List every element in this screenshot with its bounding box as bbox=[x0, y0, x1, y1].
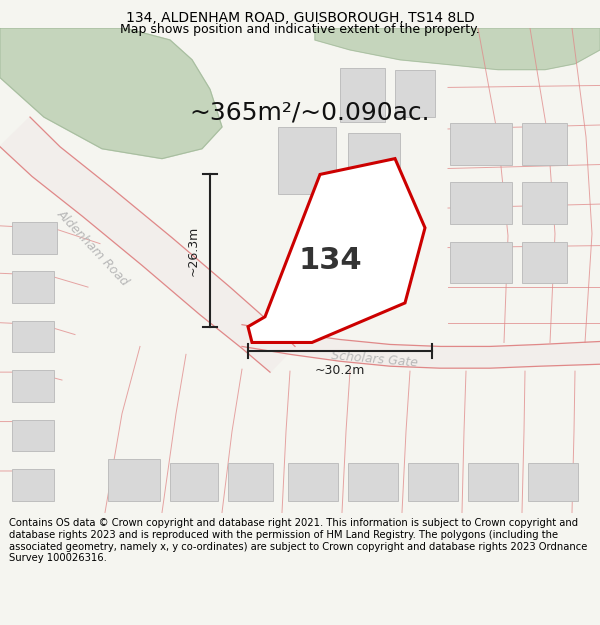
Bar bbox=[522, 242, 567, 283]
Text: Aldenham Road: Aldenham Road bbox=[55, 207, 131, 288]
Text: ~26.3m: ~26.3m bbox=[187, 226, 200, 276]
Bar bbox=[348, 133, 400, 184]
Bar bbox=[12, 419, 54, 451]
Bar bbox=[12, 469, 54, 501]
Bar bbox=[408, 463, 458, 501]
Polygon shape bbox=[242, 324, 600, 368]
Bar bbox=[340, 68, 385, 122]
Bar bbox=[522, 182, 567, 224]
Bar bbox=[450, 182, 512, 224]
Text: Scholars Gate: Scholars Gate bbox=[331, 349, 419, 369]
Bar bbox=[12, 271, 54, 303]
Bar bbox=[12, 321, 54, 352]
Text: ~30.2m: ~30.2m bbox=[315, 364, 365, 378]
Bar bbox=[450, 123, 512, 164]
Bar bbox=[170, 463, 218, 501]
Text: Map shows position and indicative extent of the property.: Map shows position and indicative extent… bbox=[120, 22, 480, 36]
Bar bbox=[12, 370, 54, 402]
Bar bbox=[12, 222, 57, 254]
Bar bbox=[228, 463, 273, 501]
Bar bbox=[348, 463, 398, 501]
Bar bbox=[395, 69, 435, 117]
Bar bbox=[468, 463, 518, 501]
Bar bbox=[278, 127, 336, 194]
Text: 134, ALDENHAM ROAD, GUISBOROUGH, TS14 8LD: 134, ALDENHAM ROAD, GUISBOROUGH, TS14 8L… bbox=[125, 11, 475, 25]
Polygon shape bbox=[248, 159, 425, 342]
Bar bbox=[450, 242, 512, 283]
Polygon shape bbox=[315, 28, 600, 69]
Polygon shape bbox=[0, 117, 295, 372]
Bar bbox=[528, 463, 578, 501]
Bar bbox=[288, 463, 338, 501]
Polygon shape bbox=[0, 28, 222, 159]
Bar bbox=[522, 123, 567, 164]
Text: 134: 134 bbox=[298, 246, 362, 275]
Bar bbox=[108, 459, 160, 501]
Text: ~365m²/~0.090ac.: ~365m²/~0.090ac. bbox=[190, 100, 430, 124]
Text: Contains OS data © Crown copyright and database right 2021. This information is : Contains OS data © Crown copyright and d… bbox=[9, 518, 587, 563]
